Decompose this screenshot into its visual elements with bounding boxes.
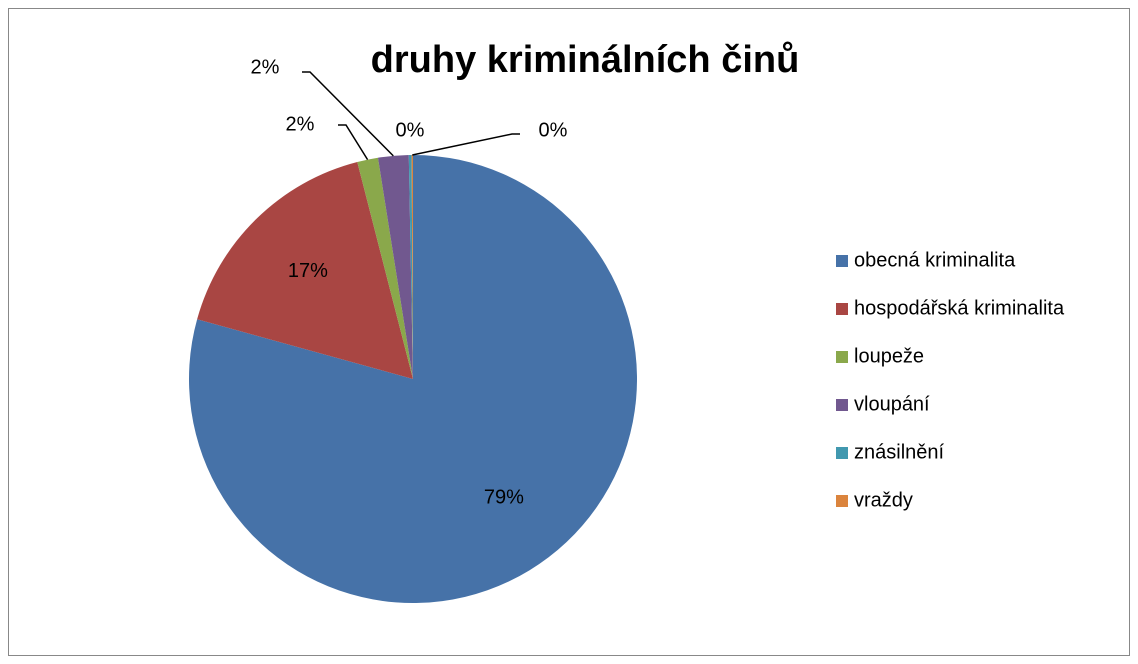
leader-line [412, 133, 520, 156]
pie-slice [411, 155, 413, 379]
data-label: 0% [396, 119, 425, 141]
legend-swatch [836, 447, 848, 459]
legend-swatch [836, 255, 848, 267]
legend-label: loupeže [854, 345, 924, 367]
pie-slice [189, 155, 638, 603]
legend-label: znásilnění [854, 441, 945, 463]
data-label: 2% [251, 56, 280, 78]
chart-title: druhy kriminálních činů [371, 39, 800, 81]
leader-line [338, 124, 369, 161]
data-label: 79% [484, 487, 524, 509]
data-label: 0% [539, 119, 568, 141]
pie-slice [197, 162, 413, 379]
legend-swatch [836, 303, 848, 315]
data-label: 2% [286, 113, 315, 135]
legend-label: vraždy [854, 489, 913, 511]
legend-label: hospodářská kriminalita [854, 297, 1065, 319]
pie-slice [377, 155, 413, 379]
legend-label: vloupání [854, 393, 930, 415]
legend-swatch [836, 495, 848, 507]
leader-line [302, 71, 394, 157]
pie-slice [408, 155, 413, 379]
legend-swatch [836, 351, 848, 363]
pie-slice [357, 157, 413, 379]
legend-swatch [836, 399, 848, 411]
data-label: 17% [288, 260, 328, 282]
legend-label: obecná kriminalita [854, 249, 1016, 271]
